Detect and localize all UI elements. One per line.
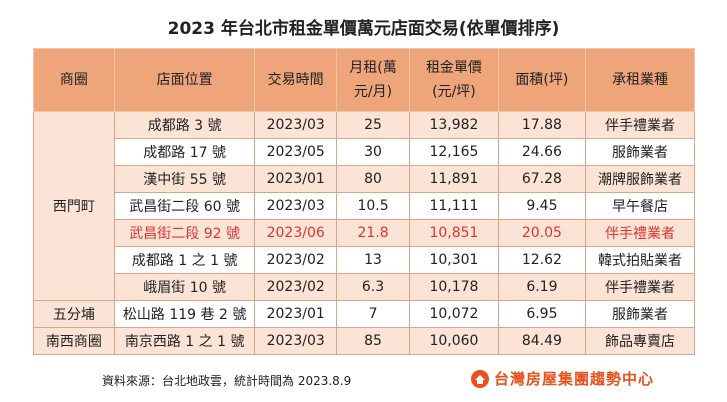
table-row: 漢中街 55 號 2023/01 80 11,891 67.28 潮牌服飾業者: [34, 165, 695, 193]
table-cell: 11,111: [409, 192, 499, 220]
table-row: 五分埔 松山路 119 巷 2 號 2023/01 7 10,072 6.95 服飾業者: [33, 300, 695, 328]
column-header: 交易時間: [254, 48, 337, 112]
table-cell: 10,060: [409, 327, 499, 355]
table-cell: 2023/03: [254, 327, 337, 355]
table-cell: 2023/01: [254, 300, 337, 328]
table-cell: 服飾業者: [585, 300, 695, 328]
table-row: 成都路 1 之 1 號 2023/02 13 10,301 12.62 韓式拍貼業者: [34, 246, 695, 274]
logo-text: 台灣房屋集團趨勢中心: [494, 370, 655, 388]
table-cell: 飾品專賣店: [585, 327, 695, 355]
table-cell: 2023/03: [254, 192, 337, 220]
table-cell: 伴手禮業者: [585, 111, 695, 139]
table-cell: 2023/06: [254, 219, 337, 247]
table-cell: 成都路 17 號: [113, 138, 256, 166]
data-table: 商圈 店面位置 交易時間 月租(萬元/月) 租金單價(元/坪) 面積(坪) 承租業種 西門町…: [33, 48, 695, 355]
table-cell: 13: [335, 246, 411, 274]
table-cell: 潮牌服飾業者: [585, 165, 695, 193]
table-cell: 伴手禮業者: [585, 273, 695, 301]
column-header: 店面位置: [113, 48, 256, 112]
column-header: 月租(萬元/月): [335, 48, 411, 112]
table-cell: 2023/01: [254, 165, 337, 193]
table-cell: 13,982: [409, 111, 499, 139]
table-cell: 9.45: [497, 192, 587, 220]
table-cell: 85: [335, 327, 411, 355]
table-cell: 17.88: [497, 111, 587, 139]
table-cell: 2023/05: [254, 138, 337, 166]
table-cell: 10,072: [409, 300, 499, 328]
table-cell: 峨眉街 10 號: [113, 273, 256, 301]
table-cell: 松山路 119 巷 2 號: [113, 300, 256, 328]
header-row: 商圈 店面位置 交易時間 月租(萬元/月) 租金單價(元/坪) 面積(坪) 承租業種: [33, 48, 695, 112]
table-cell: 2023/03: [254, 111, 337, 139]
table-body: 西門町 成都路 3 號 2023/03 25 13,982 17.88 伴手禮業者 成都路 1…: [33, 111, 695, 355]
table-cell: 韓式拍貼業者: [585, 246, 695, 274]
table-cell: 84.49: [497, 327, 587, 355]
district-cell: 西門町: [33, 111, 115, 301]
table-row: 南西商圈 南京西路 1 之 1 號 2023/03 85 10,060 84.49 飾品專賣…: [33, 327, 695, 355]
table-cell: 12,165: [409, 138, 499, 166]
table-row: 西門町 成都路 3 號 2023/03 25 13,982 17.88 伴手禮業者: [33, 111, 695, 301]
district-cell: 五分埔: [33, 300, 115, 328]
table-cell: 7: [335, 300, 411, 328]
table-cell: 成都路 1 之 1 號: [113, 246, 256, 274]
district-cell: 南西商圈: [33, 327, 115, 355]
logo-icon: [471, 369, 489, 388]
table-cell: 武昌街二段 60 號: [113, 192, 256, 220]
table-cell: 成都路 3 號: [113, 111, 256, 139]
column-header: 面積(坪): [497, 48, 587, 112]
column-header: 商圈: [33, 48, 115, 112]
table-cell: 伴手禮業者: [585, 219, 695, 247]
table-cell: 24.66: [497, 138, 587, 166]
table-cell: 漢中街 55 號: [113, 165, 256, 193]
table-cell: 67.28: [497, 165, 587, 193]
table-cell: 武昌街二段 92 號: [113, 219, 256, 247]
source-note: 資料來源：台北地政雲，統計時間為 2023.8.9: [102, 374, 352, 388]
title: 2023 年台北市租金單價萬元店面交易(依單價排序): [167, 19, 560, 39]
table-cell: 早午餐店: [585, 192, 695, 220]
table-cell: 10,301: [409, 246, 499, 274]
table-cell: 6.19: [497, 273, 587, 301]
table-cell: 21.8: [335, 219, 411, 247]
table-row: 武昌街二段 60 號 2023/03 10.5 11,111 9.45 早午餐店: [34, 192, 695, 220]
table-cell: 30: [335, 138, 411, 166]
table-cell: 南京西路 1 之 1 號: [113, 327, 256, 355]
table-row: 成都路 17 號 2023/05 30 12,165 24.66 服飾業者: [34, 138, 695, 166]
table-cell: 2023/02: [254, 273, 337, 301]
table-cell: 80: [335, 165, 411, 193]
table-cell: 6.95: [497, 300, 587, 328]
table-cell: 11,891: [409, 165, 499, 193]
table-row: 武昌街二段 92 號 2023/06 21.8 10,851 20.05 伴手禮業者: [34, 219, 695, 247]
table-cell: 10,851: [409, 219, 499, 247]
column-header: 租金單價(元/坪): [409, 48, 499, 112]
table-cell: 10.5: [335, 192, 411, 220]
column-header: 承租業種: [585, 48, 695, 112]
table-cell: 服飾業者: [585, 138, 695, 166]
table-cell: 10,178: [409, 273, 499, 301]
table-cell: 25: [335, 111, 411, 139]
table-cell: 6.3: [335, 273, 411, 301]
table-cell: 20.05: [497, 219, 587, 247]
logo: 台灣房屋集團趨勢中心: [470, 368, 654, 389]
table-row: 峨眉街 10 號 2023/02 6.3 10,178 6.19 伴手禮業者: [34, 273, 695, 301]
table-cell: 12.62: [497, 246, 587, 274]
table-cell: 2023/02: [254, 246, 337, 274]
